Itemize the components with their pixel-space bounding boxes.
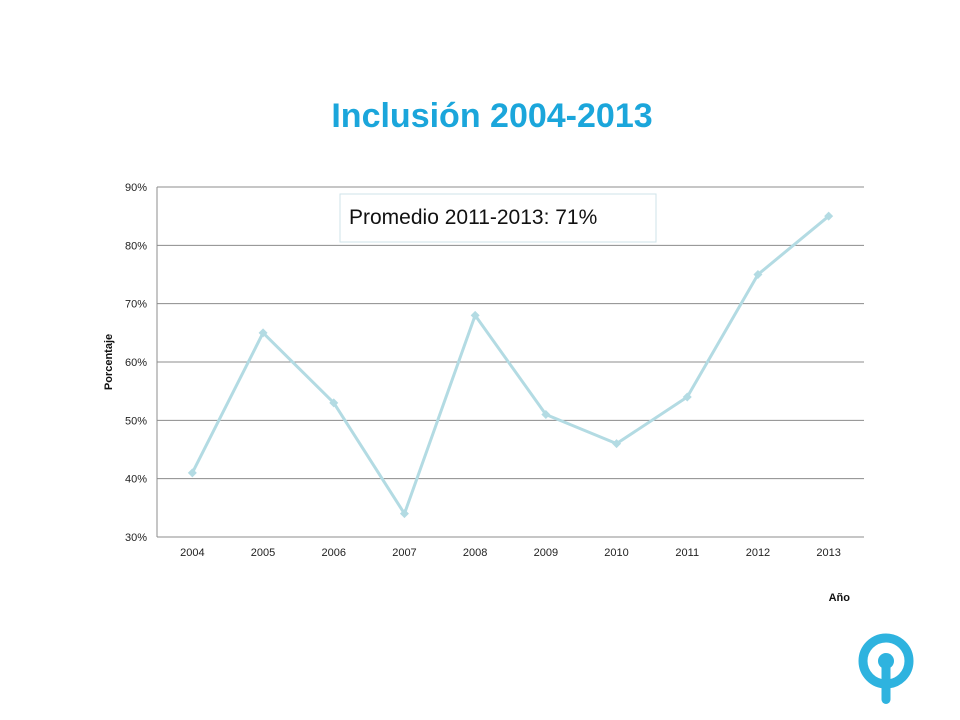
x-tick-label: 2008	[463, 547, 487, 559]
data-point-2009	[541, 410, 551, 419]
chart-title: Inclusión 2004-2013	[331, 97, 652, 135]
gridlines	[156, 186, 864, 538]
x-tick-label: 2011	[675, 547, 699, 559]
y-tick-label: 90%	[125, 182, 147, 194]
x-tick-label: 2013	[816, 547, 840, 559]
y-tick-label: 30%	[125, 532, 147, 544]
y-tick-label: 50%	[125, 415, 147, 427]
data-point-2011	[682, 392, 692, 402]
y-tick-label: 80%	[125, 240, 147, 252]
x-tick-label: 2009	[534, 547, 558, 559]
x-tick-label: 2010	[604, 547, 628, 559]
data-point-2010	[612, 439, 622, 449]
x-axis-label: Año	[829, 592, 851, 604]
annotation-frame	[339, 193, 657, 243]
data-point-2004	[187, 468, 197, 478]
series-line	[191, 215, 830, 516]
data-point-2006	[329, 398, 339, 408]
y-tick-label: 60%	[125, 357, 147, 369]
series-inclusion	[187, 211, 834, 519]
x-tick-label: 2006	[322, 547, 346, 559]
data-point-2012	[753, 270, 763, 279]
y-tick-label: 70%	[125, 299, 147, 311]
x-tick-label: 2005	[251, 547, 275, 559]
y-axis-label: Porcentaje	[103, 334, 115, 390]
x-axis-ticks: 2004 2005 2006 2007 2008 2009 2010 2011 2012 2013	[180, 547, 841, 559]
y-tick-label: 40%	[125, 474, 147, 486]
data-point-2008	[470, 310, 480, 320]
data-point-2013	[824, 211, 834, 221]
y-axis-ticks: 30% 40% 50% 60% 70% 80% 90%	[125, 182, 147, 544]
x-tick-label: 2012	[746, 547, 770, 559]
data-point-2007	[399, 509, 409, 519]
annotation-text: Promedio 2011-2013: 71%	[349, 206, 597, 229]
data-point-2005	[258, 328, 268, 338]
x-tick-label: 2007	[392, 547, 416, 559]
location-pin-logo-icon	[858, 633, 914, 704]
annotation-box: Promedio 2011-2013: 71%	[339, 193, 657, 243]
x-tick-label: 2004	[180, 547, 204, 559]
